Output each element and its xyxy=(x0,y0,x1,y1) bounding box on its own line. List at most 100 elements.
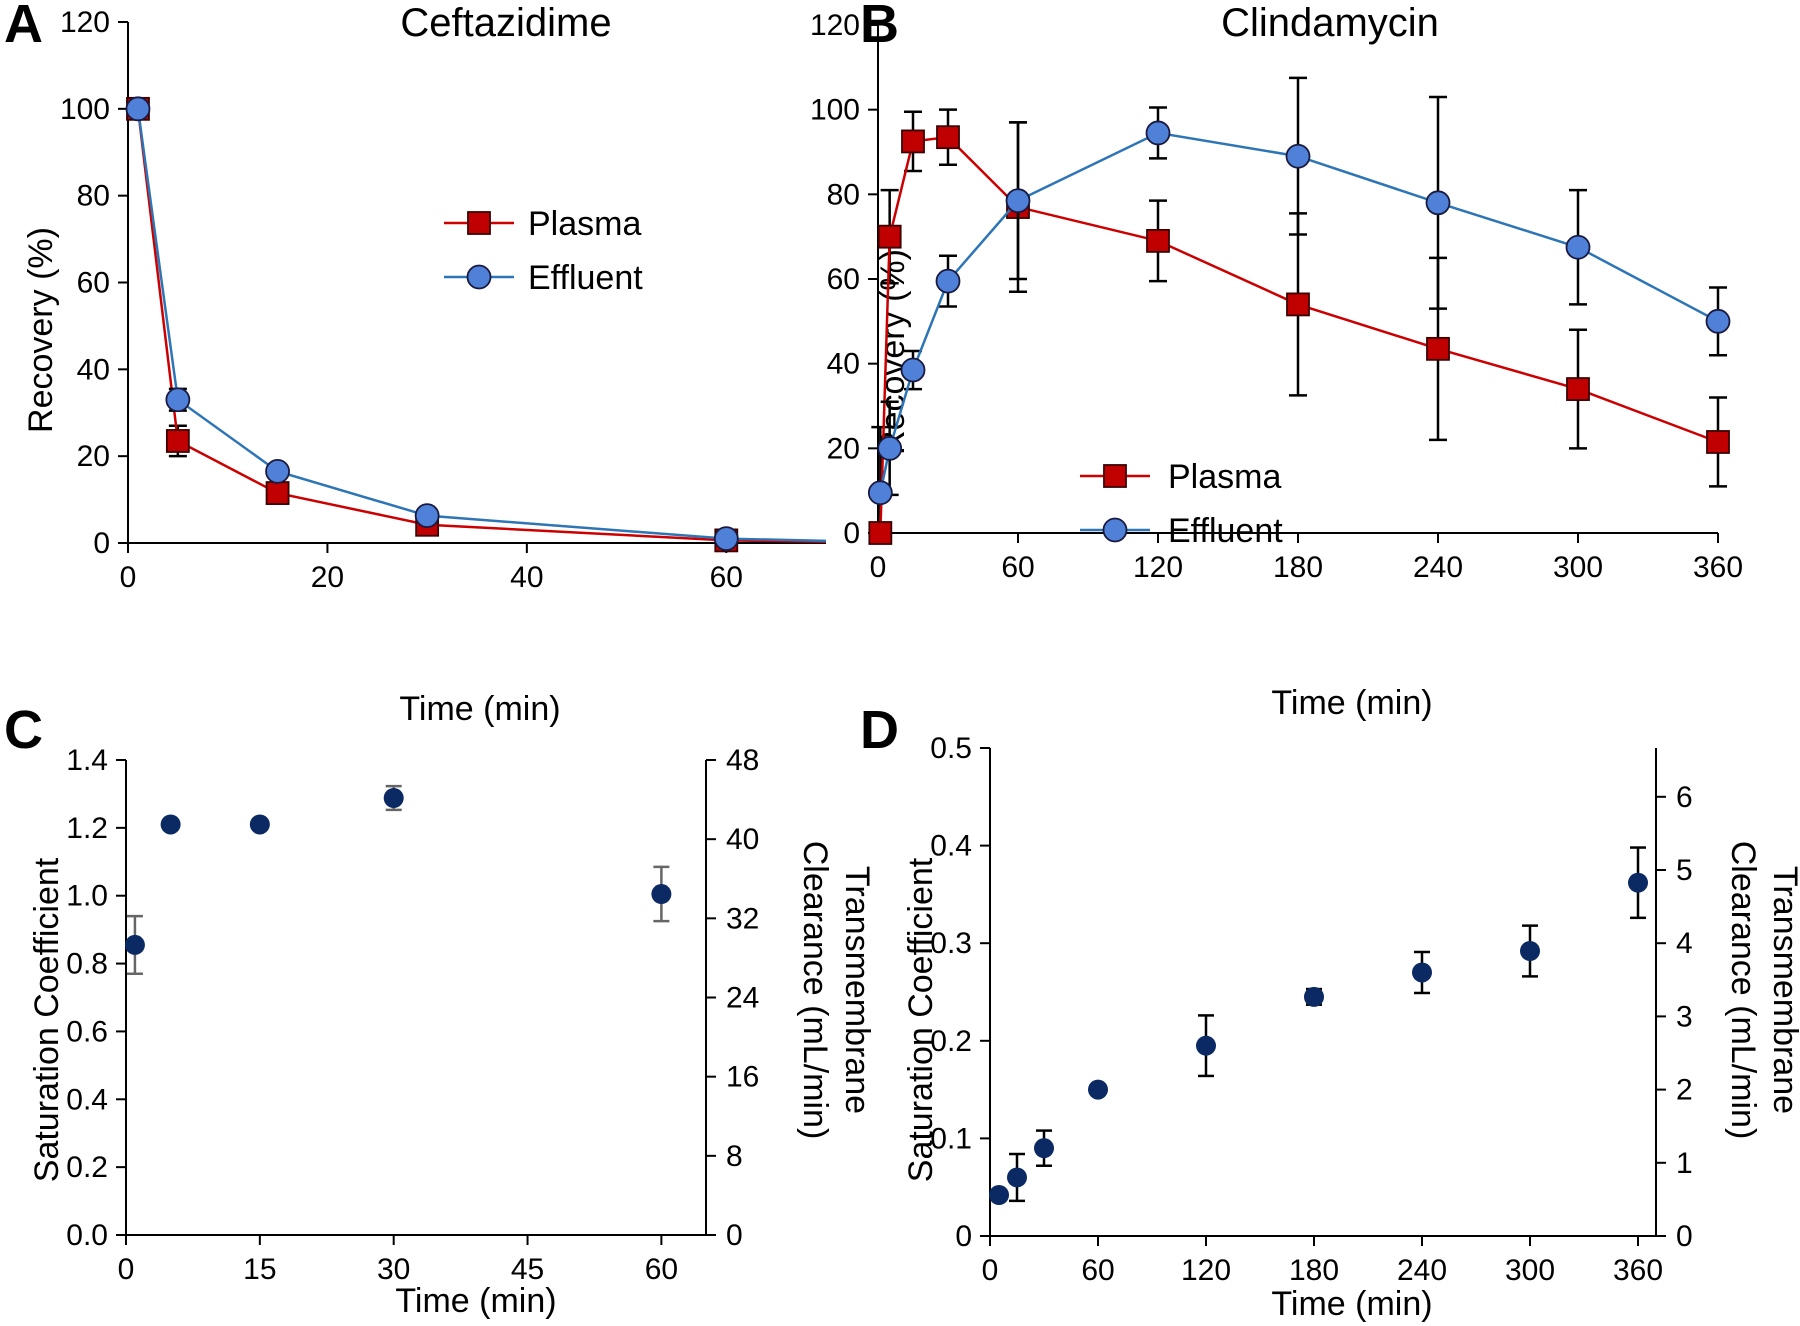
panel-c-y2-tick-label: 48 xyxy=(726,744,759,777)
panel-d-x-tick-label: 360 xyxy=(1613,1254,1663,1287)
panel-c-y-tick-label: 0.2 xyxy=(66,1151,108,1184)
panel-d-x-tick-label: 180 xyxy=(1289,1254,1339,1287)
panel-c-x-tick-label: 0 xyxy=(118,1253,135,1286)
panel-d-data-point xyxy=(1520,941,1540,962)
panel-a-legend-effluent-label: Effluent xyxy=(528,259,643,297)
panel-d-y-tick-label: 0.5 xyxy=(930,732,972,765)
panel-b-legend-plasma-label: Plasma xyxy=(1168,458,1281,496)
panel-b-plasma-data-point xyxy=(901,129,925,154)
panel-a-effluent-data-point xyxy=(165,387,191,413)
panel-d-y2-tick-label: 3 xyxy=(1676,1000,1693,1033)
panel-b-y-tick-label: 80 xyxy=(827,178,860,211)
panel-d-x-tick-label: 240 xyxy=(1397,1254,1447,1287)
panel-b-plasma-data-point xyxy=(1286,292,1310,317)
panel-c: C Time (min) Saturation Coefficient Tran… xyxy=(4,700,876,1320)
panel-c-data-point xyxy=(383,788,404,808)
panel-b-effluent-data-point xyxy=(935,268,961,294)
panel-a-legend-plasma-marker xyxy=(467,211,491,235)
panel-c-xlabel: Time (min) xyxy=(395,1282,556,1320)
panel-b-effluent-data-point xyxy=(1145,120,1171,146)
panel-b-y-tick-label: 100 xyxy=(810,94,860,127)
panel-b-legend-effluent-label: Effluent xyxy=(1168,512,1283,550)
panel-b-plasma-data-point xyxy=(1566,377,1590,401)
panel-c-y-tick-label: 1.4 xyxy=(66,744,108,777)
panel-b: B Clindamycin Time (min) Recovery (%) Pl… xyxy=(810,0,1743,722)
panel-b-plasma-data-point xyxy=(1706,430,1730,454)
panel-b-xlabel: Time (min) xyxy=(1271,684,1432,722)
panel-d-y2-tick-label: 2 xyxy=(1676,1074,1693,1107)
panel-d-data-point xyxy=(1304,986,1324,1007)
panel-a-effluent-data-point xyxy=(713,526,739,552)
panel-b-plasma-data-point xyxy=(1146,228,1170,253)
panel-d-x-tick-label: 300 xyxy=(1505,1254,1555,1287)
panel-b-x-tick-label: 60 xyxy=(1001,551,1034,584)
panel-b-effluent-data-point xyxy=(1425,190,1451,216)
panel-d-x-tick-label: 120 xyxy=(1181,1254,1231,1287)
panel-a-plasma-data-point xyxy=(165,429,190,453)
panel-b-y-tick-label: 120 xyxy=(810,9,860,42)
panel-a-legend-plasma-label: Plasma xyxy=(528,205,641,243)
panel-d-y2-tick-label: 5 xyxy=(1676,854,1693,887)
panel-c-y2-tick-label: 32 xyxy=(726,902,759,935)
panel-c-y-tick-label: 0.8 xyxy=(66,948,108,981)
panel-a-effluent-data-point xyxy=(414,503,440,529)
panel-a-y-tick-label: 100 xyxy=(60,93,110,126)
panel-c-data-point xyxy=(651,884,672,905)
panel-c-y-tick-label: 1.0 xyxy=(66,880,108,913)
panel-c-y2-tick-label: 40 xyxy=(726,823,759,856)
panel-b-y-tick-label: 40 xyxy=(827,348,860,381)
panel-d-y-tick-label: 0.3 xyxy=(930,927,972,960)
panel-a-plasma-series-line xyxy=(136,108,827,543)
panel-b-effluent-data-point xyxy=(1705,308,1731,334)
panel-b-x-tick-label: 300 xyxy=(1553,551,1603,584)
panel-a-y-tick-label: 120 xyxy=(60,6,110,39)
panel-a-y-tick-label: 60 xyxy=(77,267,110,300)
panel-d-x-tick-label: 60 xyxy=(1081,1254,1114,1287)
panel-c-y2-tick-label: 24 xyxy=(726,982,759,1015)
panel-c-y-tick-label: 1.2 xyxy=(66,812,108,845)
panel-b-y-tick-label: 60 xyxy=(827,263,860,296)
panel-a-title: Ceftazidime xyxy=(400,1,611,45)
panel-b-plot: 0 20 40 60 80 100 120 0 60 120 180 240 300 360 xyxy=(810,9,1743,584)
panel-c-data-point xyxy=(249,814,270,835)
panel-c-y2-tick-label: 8 xyxy=(726,1140,743,1173)
panel-b-effluent-data-point xyxy=(867,480,893,506)
panel-d-data-point xyxy=(1088,1079,1108,1100)
panel-b-y-tick-label: 0 xyxy=(843,517,860,550)
panel-d-data-point xyxy=(1628,872,1648,893)
panel-c-y2-tick-label: 16 xyxy=(726,1061,759,1094)
panel-a-effluent-series-line xyxy=(136,108,827,543)
panel-b-plasma-data-point xyxy=(877,224,902,249)
panel-b-legend-effluent-marker xyxy=(1102,517,1128,543)
panel-b-effluent-data-point xyxy=(1285,143,1311,169)
panel-b-plasma-data-point xyxy=(936,125,960,150)
panel-d-data-point xyxy=(1007,1167,1027,1188)
panel-c-data-point xyxy=(124,934,145,955)
panel-b-effluent-data-point xyxy=(877,435,903,461)
panel-c-letter: C xyxy=(4,700,43,760)
panel-d-xlabel: Time (min) xyxy=(1271,1285,1432,1323)
panel-a-x-tick-label: 40 xyxy=(510,561,543,594)
panel-d-y2label-line2: Clearance (mL/min) xyxy=(1724,841,1762,1140)
panel-a-letter: A xyxy=(4,0,43,54)
panel-a-y-tick-label: 20 xyxy=(77,440,110,473)
panel-b-effluent-data-point xyxy=(900,357,926,383)
panel-d-x-tick-label: 0 xyxy=(982,1254,999,1287)
panel-c-y2-tick-label: 0 xyxy=(726,1219,743,1252)
panel-a-plasma-data-point xyxy=(265,481,290,505)
panel-b-x-tick-label: 360 xyxy=(1693,551,1743,584)
panel-b-effluent-data-point xyxy=(1565,234,1591,260)
panel-b-title: Clindamycin xyxy=(1221,1,1439,45)
panel-d-y2-tick-label: 0 xyxy=(1676,1220,1693,1253)
panel-c-y2label-line1: Transmembrane xyxy=(838,866,876,1114)
panel-b-plasma-series-line xyxy=(879,135,1719,534)
panel-a-ylabel: Recovery (%) xyxy=(22,227,60,433)
panel-d-data-point xyxy=(989,1185,1009,1206)
panel-d-ylabel: Saturation Coefficient xyxy=(902,857,940,1182)
panel-c-y-tick-label: 0.4 xyxy=(66,1083,108,1116)
panel-c-x-tick-label: 60 xyxy=(645,1253,678,1286)
panel-d-y2-tick-label: 4 xyxy=(1676,927,1693,960)
panel-b-x-tick-label: 180 xyxy=(1273,551,1323,584)
panel-b-letter: B xyxy=(860,0,899,54)
